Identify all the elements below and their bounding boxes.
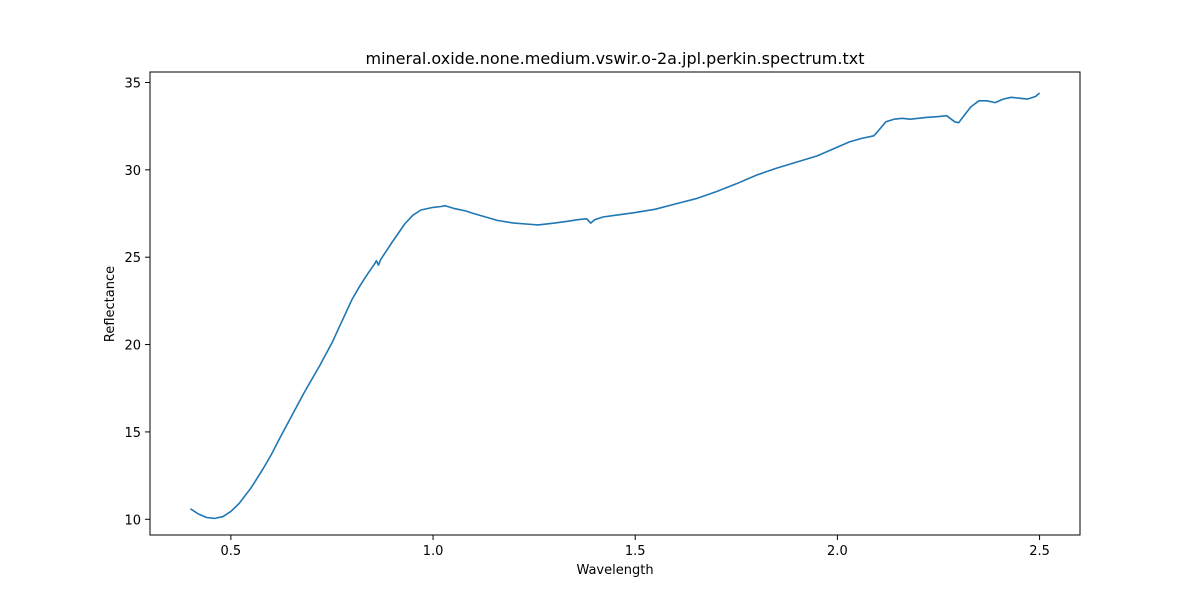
y-tick-label: 35 — [124, 76, 141, 91]
y-tick-label: 30 — [124, 164, 141, 179]
x-tick-label: 0.5 — [221, 544, 242, 559]
x-axis: 0.5 1.0 1.5 2.0 2.5 — [221, 535, 1050, 559]
spectrum-line — [189, 92, 1041, 520]
y-axis-label: Reflectance — [103, 266, 118, 342]
x-tick-label: 1.5 — [625, 544, 646, 559]
x-axis-label: Wavelength — [576, 563, 653, 578]
x-tick-label: 2.0 — [827, 544, 848, 559]
y-tick-label: 20 — [124, 339, 141, 354]
plot-area — [149, 71, 1081, 536]
chart-title: mineral.oxide.none.medium.vswir.o-2a.jpl… — [366, 49, 865, 68]
y-tick-label: 10 — [124, 513, 141, 528]
x-tick-label: 2.5 — [1029, 544, 1050, 559]
x-tick-label: 1.0 — [423, 544, 444, 559]
y-tick-label: 25 — [124, 251, 141, 266]
axes-frame — [149, 71, 1081, 536]
y-axis: 10 15 20 25 30 35 — [124, 76, 150, 528]
y-tick-label: 15 — [124, 426, 141, 441]
